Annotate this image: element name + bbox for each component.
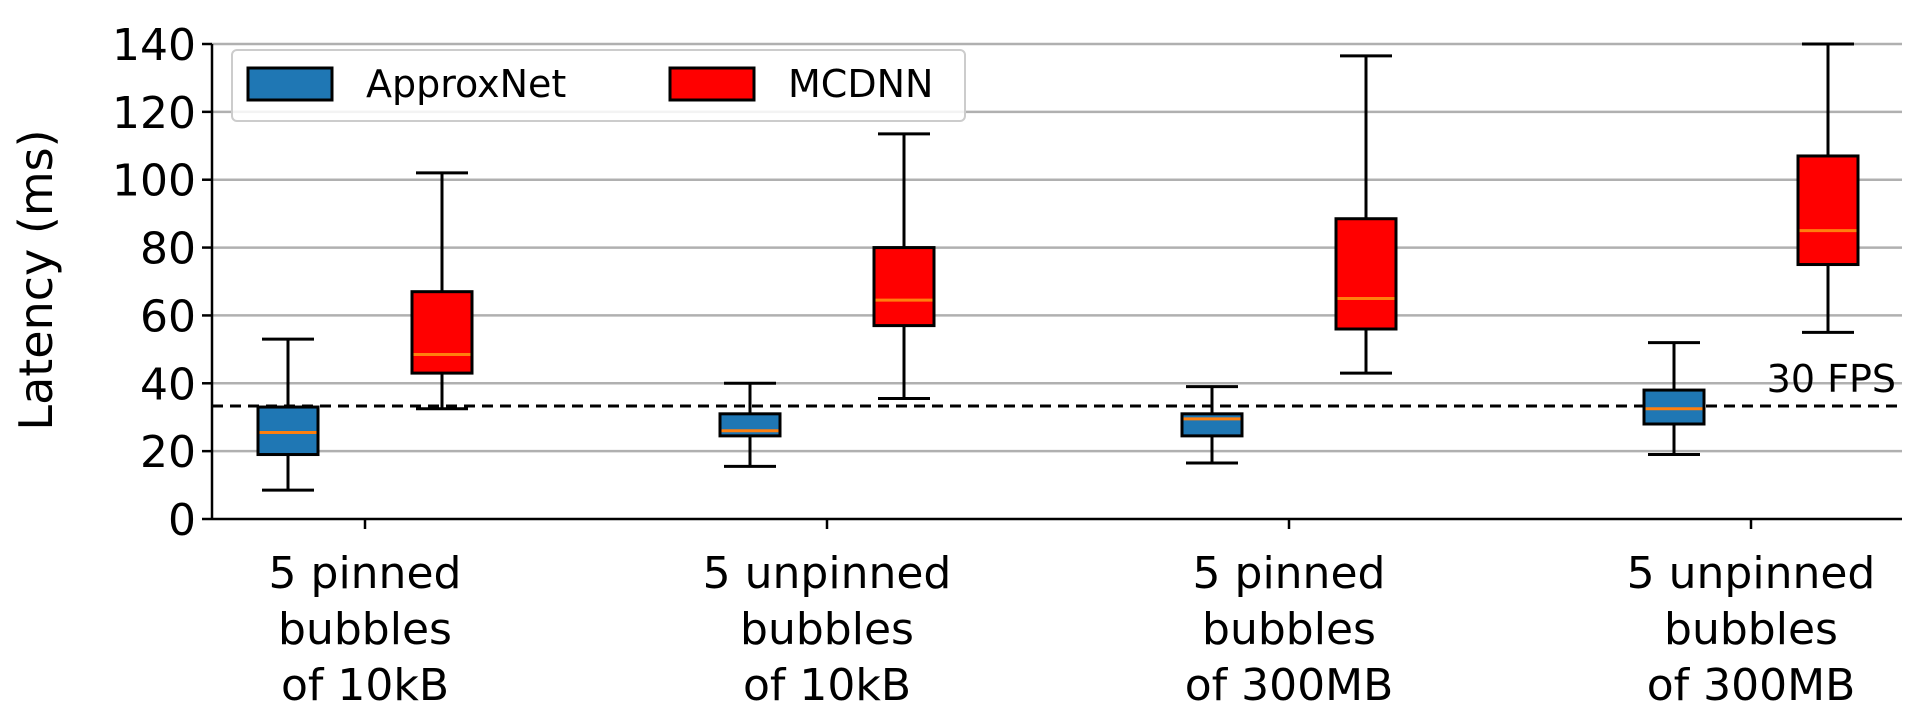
boxes <box>256 42 1860 492</box>
x-tick-label-line: bubbles <box>1202 604 1376 655</box>
box-approxnet-1 <box>256 337 320 492</box>
y-tick-label: 60 <box>140 291 196 342</box>
box-mcdnn-1 <box>410 171 474 411</box>
legend-label: MCDNN <box>788 62 933 106</box>
box-mcdnn-3 <box>1334 54 1398 375</box>
box-body <box>256 405 320 457</box>
x-tick-label-line: bubbles <box>278 604 452 655</box>
x-tick-label: 5 pinned bubbles of 300MB <box>1185 548 1394 711</box>
box-mcdnn-2 <box>872 132 936 401</box>
box-approxnet-3 <box>1180 385 1244 465</box>
x-tick-label: 5 pinned bubbles of 10kB <box>269 548 462 711</box>
legend[interactable]: ApproxNet MCDNN <box>231 49 966 122</box>
x-tick-label-line: 5 unpinned <box>703 548 952 599</box>
x-tick-label: 5 unpinned bubbles of 10kB <box>703 548 952 711</box>
legend-label: ApproxNet <box>366 62 566 106</box>
legend-item-approxnet[interactable]: ApproxNet <box>246 62 566 106</box>
x-tick-label-line: of 10kB <box>743 660 911 711</box>
y-tick-label: 120 <box>112 88 196 139</box>
x-tick-label-line: 5 pinned <box>269 548 462 599</box>
legend-frame <box>231 49 966 122</box>
y-tick-label: 20 <box>140 427 196 478</box>
legend-swatch <box>246 66 334 102</box>
y-axis-label: Latency (ms) <box>9 129 63 430</box>
y-tick-label: 100 <box>112 156 196 207</box>
x-tick-label-line: 5 pinned <box>1193 548 1386 599</box>
x-tick-label: 5 unpinned bubbles of 300MB <box>1627 548 1876 711</box>
reference-line-label: 30 FPS <box>1767 357 1896 401</box>
y-tick-label: 40 <box>140 359 196 410</box>
x-tick-label-line: bubbles <box>1664 604 1838 655</box>
box-body <box>1642 388 1706 426</box>
box-body <box>872 246 936 328</box>
box-body <box>410 290 474 375</box>
box-approxnet-4 <box>1642 341 1706 457</box>
box-body <box>1796 154 1860 267</box>
y-tick-label: 140 <box>112 20 196 71</box>
y-tick-label: 0 <box>168 495 196 546</box>
box-body <box>1180 412 1244 438</box>
x-tick-label-line: 5 unpinned <box>1627 548 1876 599</box>
x-tick-label-line: of 10kB <box>281 660 449 711</box>
y-tick-label: 80 <box>140 224 196 275</box>
box-approxnet-2 <box>718 381 782 468</box>
x-tick-label-line: of 300MB <box>1647 660 1856 711</box>
box-body <box>718 412 782 438</box>
legend-item-mcdnn[interactable]: MCDNN <box>668 62 933 106</box>
box-mcdnn-4 <box>1796 42 1860 334</box>
legend-swatch <box>668 66 756 102</box>
box-body <box>1334 217 1398 331</box>
reference-line-group: 30 FPS <box>212 357 1902 408</box>
x-tick-label-line: of 300MB <box>1185 660 1394 711</box>
x-tick-label-line: bubbles <box>740 604 914 655</box>
